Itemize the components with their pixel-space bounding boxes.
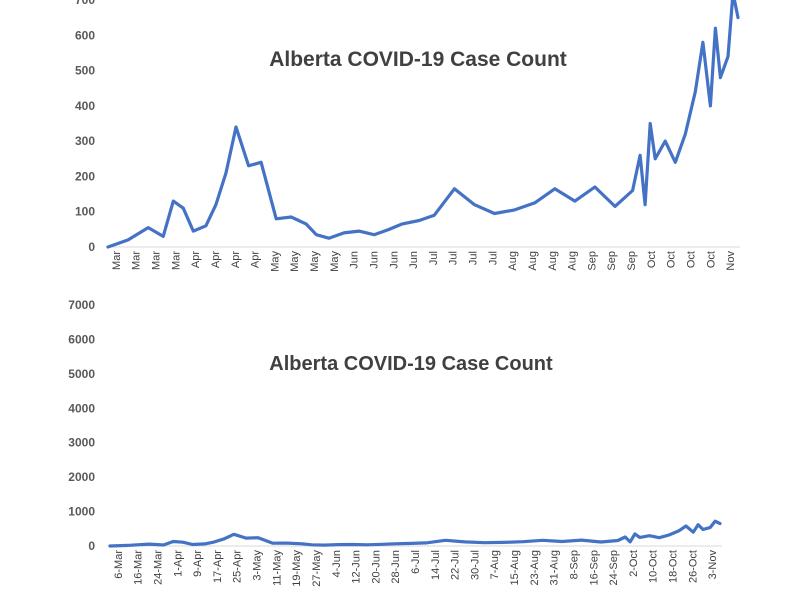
y-tick-label: 200 <box>75 169 95 183</box>
y-tick-label: 0 <box>88 240 95 254</box>
x-tick-label: May <box>329 251 341 272</box>
chart-top-svg: 0 100 200 300 400 500 600 700 Mar Mar Mar Mar Apr Apr… <box>75 0 740 272</box>
x-tick-label: 27-May <box>311 550 323 587</box>
x-tick-label: 3-May <box>252 550 264 581</box>
y-tick-label: 300 <box>75 134 95 148</box>
x-tick-label: 31-Aug <box>549 550 561 585</box>
x-tick-label: 3-Nov <box>707 550 719 580</box>
x-tick-label: Oct <box>685 251 697 268</box>
y-tick-label: 5000 <box>68 367 95 381</box>
x-tick-label: Jul <box>487 251 499 265</box>
x-tick-label: Mar <box>131 251 143 270</box>
x-tick-label: Mar <box>151 251 163 270</box>
x-tick-label: Mar <box>111 251 123 270</box>
x-tick-label: Sep <box>586 251 598 271</box>
x-tick-label: 8-Sep <box>568 550 580 579</box>
x-tick-label: Jun <box>368 251 380 269</box>
y-tick-label: 3000 <box>68 436 95 450</box>
chart-bottom-svg: 0 1000 2000 3000 4000 5000 6000 7000 6-Mar 16-Mar… <box>68 298 722 587</box>
x-tick-label: May <box>289 251 301 272</box>
x-tick-label: 6-Jul <box>410 550 422 574</box>
x-tick-label: 16-Sep <box>588 550 600 585</box>
y-tick-label: 1000 <box>68 505 95 519</box>
y-tick-label: 100 <box>75 205 95 219</box>
x-tick-label: 11-May <box>271 550 283 586</box>
x-tick-label: 1-Apr <box>172 550 184 577</box>
x-tick-label: 15-Aug <box>509 550 521 585</box>
x-tick-label: Jul <box>468 251 480 265</box>
x-tick-label: Sep <box>606 251 618 271</box>
x-tick-label: Jun <box>349 251 361 269</box>
series-line <box>106 0 740 249</box>
x-tick-label: 24-Mar <box>153 550 165 585</box>
x-tick-label: Aug <box>507 251 519 271</box>
x-tick-label: Aug <box>547 251 559 271</box>
x-tick-label: May <box>269 251 281 272</box>
chart-title: Alberta COVID-19 Case Count <box>269 353 553 375</box>
x-tick-label: 28-Jun <box>390 550 402 584</box>
chart-title: Alberta COVID-19 Case Count <box>269 48 567 71</box>
x-tick-label: Jun <box>388 251 400 269</box>
x-tick-label: 7-Aug <box>489 550 501 579</box>
x-tick-label: Oct <box>666 251 678 268</box>
x-tick-label: Apr <box>190 251 202 268</box>
x-tick-label: Jul <box>448 251 460 265</box>
x-tick-label: Apr <box>230 251 242 268</box>
x-tick-label: Sep <box>626 251 638 271</box>
x-tick-label: 6-Mar <box>113 550 125 579</box>
x-tick-label: 23-Aug <box>529 550 541 585</box>
x-tick-label: 19-May <box>291 550 303 587</box>
x-tick-label: 25-Apr <box>232 550 244 583</box>
y-tick-label: 400 <box>75 99 95 113</box>
x-tick-label: 9-Apr <box>192 550 204 577</box>
x-tick-label: 30-Jul <box>469 550 481 580</box>
x-tick-label: 2-Oct <box>628 550 640 577</box>
x-tick-label: 20-Jun <box>370 550 382 584</box>
x-tick-label: 17-Apr <box>212 550 224 583</box>
x-tick-label: Oct <box>646 251 658 268</box>
x-tick-label: 4-Jun <box>331 550 343 578</box>
x-tick-label: 24-Sep <box>608 550 620 585</box>
x-tick-label: 18-Oct <box>667 550 679 583</box>
x-tick-label: Mar <box>170 251 182 270</box>
y-tick-label: 2000 <box>68 470 95 484</box>
x-tick-label: Aug <box>527 251 539 271</box>
y-tick-label: 600 <box>75 28 95 42</box>
x-tick-label: 26-Oct <box>687 550 699 583</box>
x-tick-label: Nov <box>725 251 737 271</box>
x-tick-label: 22-Jul <box>450 550 462 580</box>
y-tick-label: 700 <box>75 0 95 7</box>
chart-bottom: 0 1000 2000 3000 4000 5000 6000 7000 6-Mar 16-Mar… <box>0 290 800 600</box>
x-tick-label: 16-Mar <box>133 550 145 585</box>
x-tick-label: Aug <box>567 251 579 271</box>
x-tick-label: May <box>309 251 321 272</box>
chart-top: 0 100 200 300 400 500 600 700 Mar Mar Mar Mar Apr Apr… <box>0 0 800 290</box>
x-tick-label: 14-Jul <box>430 550 442 580</box>
x-tick-label: Jun <box>408 251 420 269</box>
y-tick-label: 6000 <box>68 332 95 346</box>
x-tick-label: Apr <box>250 251 262 268</box>
x-tick-label: Oct <box>705 251 717 268</box>
y-tick-label: 0 <box>88 539 95 553</box>
y-tick-label: 4000 <box>68 401 95 415</box>
x-tick-label: Jul <box>428 251 440 265</box>
y-tick-label: 500 <box>75 64 95 78</box>
x-tick-label: 12-Jun <box>351 550 363 584</box>
series-line <box>108 519 722 548</box>
x-tick-label: 10-Oct <box>648 550 660 583</box>
y-tick-label: 7000 <box>68 298 95 312</box>
x-tick-label: Apr <box>210 251 222 268</box>
